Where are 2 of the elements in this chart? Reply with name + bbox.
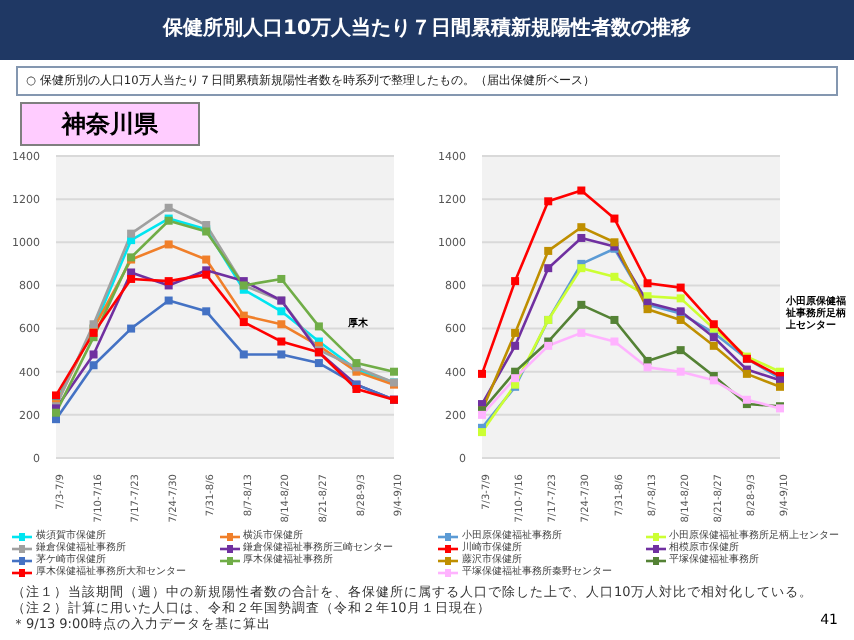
chart-title: 保健所別人口10万人当たり７日間累積新規陽性者数の推移	[0, 0, 854, 60]
text: 神奈川県	[20, 102, 200, 146]
